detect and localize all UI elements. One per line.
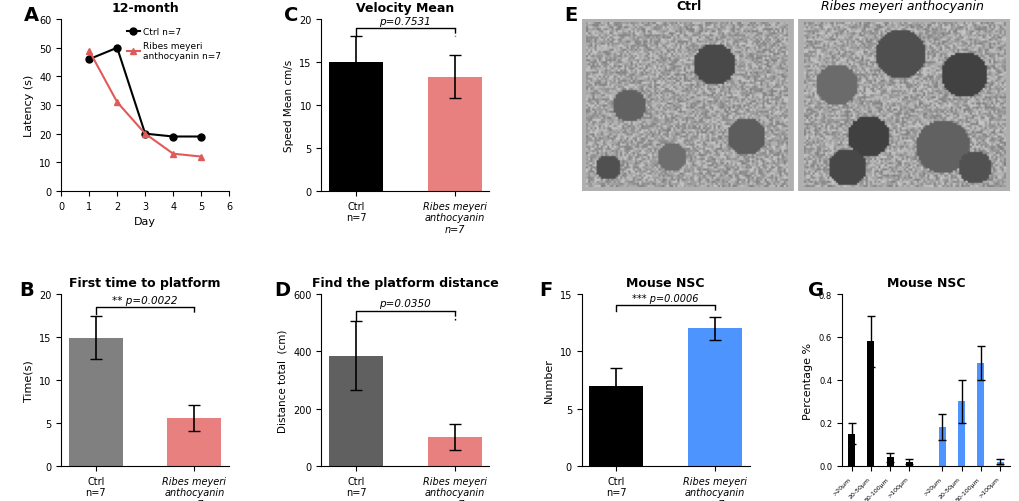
Ribes meyeri
anthocyanin n=7: [111, 100, 123, 106]
Y-axis label: Time(s): Time(s): [23, 359, 34, 401]
Bar: [167, 418, 221, 466]
Ctrl n=7: [83, 57, 95, 63]
Ribes meyeri
anthocyanin n=7: [195, 154, 207, 160]
Text: ** p=0.0022: ** p=0.0022: [112, 296, 177, 306]
Bar: [68, 338, 123, 466]
Text: p=0.7531: p=0.7531: [379, 17, 431, 27]
Bar: [866, 342, 873, 466]
Line: Ribes meyeri
anthocyanin n=7: Ribes meyeri anthocyanin n=7: [86, 48, 205, 161]
Y-axis label: Percentage %: Percentage %: [803, 342, 812, 419]
Bar: [937, 427, 945, 466]
Legend: Ctrl n=7, Ribes meyeri
anthocyanin n=7: Ctrl n=7, Ribes meyeri anthocyanin n=7: [123, 25, 224, 65]
Ctrl n=7: [195, 134, 207, 140]
Ctrl n=7: [139, 131, 151, 137]
Bar: [427, 437, 481, 466]
Text: Ctrl: Ctrl: [676, 0, 701, 13]
Text: *** p=0.0006: *** p=0.0006: [632, 294, 698, 304]
Bar: [886, 457, 893, 466]
Title: Mouse NSC: Mouse NSC: [626, 276, 704, 289]
Y-axis label: Speed Mean cm/s: Speed Mean cm/s: [283, 60, 293, 152]
X-axis label: Day: Day: [135, 217, 156, 227]
Title: Mouse NSC: Mouse NSC: [886, 276, 964, 289]
Text: G: G: [807, 281, 823, 300]
Y-axis label: Latency (s): Latency (s): [23, 75, 34, 137]
Text: C: C: [284, 7, 299, 25]
Text: E: E: [564, 7, 577, 25]
Ribes meyeri
anthocyanin n=7: [139, 131, 151, 137]
Title: 12-month: 12-month: [111, 2, 179, 15]
Bar: [848, 434, 854, 466]
Bar: [976, 363, 983, 466]
Bar: [329, 356, 383, 466]
Y-axis label: Distance total  (cm): Distance total (cm): [277, 329, 287, 432]
Bar: [957, 402, 964, 466]
Bar: [687, 329, 741, 466]
Title: Velocity Mean: Velocity Mean: [356, 2, 454, 15]
Ctrl n=7: [111, 46, 123, 52]
Ctrl n=7: [167, 134, 179, 140]
Text: F: F: [539, 281, 552, 300]
Ribes meyeri
anthocyanin n=7: [167, 151, 179, 157]
Bar: [329, 63, 383, 191]
Ribes meyeri
anthocyanin n=7: [83, 49, 95, 55]
Line: Ctrl n=7: Ctrl n=7: [86, 45, 205, 141]
Y-axis label: Number: Number: [543, 358, 553, 403]
Title: First time to platform: First time to platform: [69, 276, 221, 289]
Bar: [427, 78, 481, 191]
Bar: [905, 461, 912, 466]
Text: p=0.0350: p=0.0350: [379, 299, 431, 309]
Text: A: A: [24, 7, 40, 25]
Bar: [996, 461, 1003, 466]
Text: Ribes meyeri anthocyanin: Ribes meyeri anthocyanin: [820, 0, 983, 13]
Title: Find the platform distance: Find the platform distance: [312, 276, 498, 289]
Text: D: D: [274, 281, 290, 300]
Bar: [589, 386, 643, 466]
Text: B: B: [19, 281, 34, 300]
